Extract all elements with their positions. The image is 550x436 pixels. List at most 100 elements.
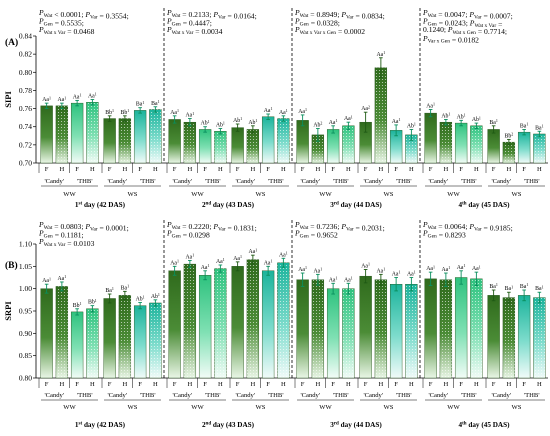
significance-label: Ba1 xyxy=(136,100,144,108)
bar xyxy=(231,127,244,164)
bar-label-fh: F xyxy=(492,381,496,388)
genotype-label: 'THB' xyxy=(333,392,349,399)
significance-label: Aa1 xyxy=(216,257,225,265)
treatment-label: WS xyxy=(128,404,138,411)
significance-label: Aa1 xyxy=(472,264,481,272)
y-tick-label: 1.00 xyxy=(19,284,32,293)
bar-label-fh: F xyxy=(266,381,270,388)
treatment-label: WW xyxy=(63,404,76,411)
treatment-label: WS xyxy=(256,191,266,198)
significance-label: Aa1 xyxy=(42,276,51,284)
y-tick-label: 0.85 xyxy=(19,351,32,360)
bar-label-fh: H xyxy=(443,381,448,388)
significance-label: Aa1 xyxy=(170,108,179,116)
significance-label: Aa1 xyxy=(376,267,385,275)
bar-label-fh: F xyxy=(266,166,270,173)
genotype-label: 'Candy' xyxy=(235,178,255,185)
bar-label-fh: H xyxy=(281,381,286,388)
genotype-label: 'Candy' xyxy=(300,178,320,185)
genotype-label: 'Candy' xyxy=(363,178,383,185)
p-value-text: PVar x Gen = 0.0182 xyxy=(422,34,479,45)
p-value-text: PWat < 0.0001; PVar = 0.3554; xyxy=(38,8,129,21)
bar-label-fh: F xyxy=(301,381,305,388)
p-value-text: PWat = 0.0064; PVar = 0.9185; xyxy=(422,220,513,233)
bar-hatch xyxy=(311,279,324,378)
bar-label-fh: F xyxy=(522,166,526,173)
bar-label-fh: F xyxy=(364,166,368,173)
genotype-label: 'Candy' xyxy=(44,392,64,399)
genotype-label: 'THB' xyxy=(396,178,412,185)
p-value-text: PGen = 0.5535; xyxy=(38,17,84,28)
bar-hatch xyxy=(342,125,355,163)
p-value-text: PWat = 0.7236; PVar = 0.2031; xyxy=(294,220,385,233)
p-value-text: PGen = 0.0298 xyxy=(166,229,210,240)
bar xyxy=(454,122,468,164)
bar-label-fh: F xyxy=(492,166,496,173)
y-tick-label: 0.74 xyxy=(19,122,32,131)
genotype-label: 'THB' xyxy=(333,178,349,185)
bar-hatch xyxy=(342,288,355,378)
bar-label-fh: F xyxy=(394,166,398,173)
bar xyxy=(487,295,500,379)
bar-label-fh: F xyxy=(236,166,240,173)
bar-hatch xyxy=(277,262,290,378)
significance-label: Bb2 xyxy=(504,132,513,140)
p-value-text: PWat x Var x Gen = 0.0002 xyxy=(294,25,365,36)
bar-label-fh: F xyxy=(364,381,368,388)
bar xyxy=(70,102,84,164)
bar-hatch xyxy=(277,118,290,163)
bar-label-fh: H xyxy=(281,166,286,173)
genotype-label: 'THB' xyxy=(268,392,284,399)
bar-label-fh: H xyxy=(537,381,542,388)
y-tick-label: 0.84 xyxy=(19,32,32,41)
bar xyxy=(517,131,531,164)
bar-hatch xyxy=(439,279,452,378)
treatment-label: WS xyxy=(512,404,522,411)
bar-hatch xyxy=(311,134,324,163)
significance-label: Ba1 xyxy=(520,282,528,290)
y-tick-label: 0.80 xyxy=(19,374,32,383)
genotype-label: 'Candy' xyxy=(107,178,127,185)
significance-label: Aa1 xyxy=(264,106,273,114)
bar xyxy=(424,278,437,379)
bar-label-fh: H xyxy=(346,381,351,388)
significance-label: Aa1 xyxy=(313,267,322,275)
bar-hatch xyxy=(439,122,452,163)
bar-label-fh: F xyxy=(203,166,207,173)
bar-hatch xyxy=(502,297,515,378)
bar-label-fh: H xyxy=(409,381,414,388)
significance-label: Aa1 xyxy=(201,263,210,271)
significance-label: Bb1 xyxy=(120,108,129,116)
significance-label: Aa1 xyxy=(298,265,307,273)
bar-label-fh: H xyxy=(443,166,448,173)
genotype-label: 'Candy' xyxy=(491,392,511,399)
bar-label-fh: F xyxy=(173,166,177,173)
p-value-text: PGen = 0.4447; xyxy=(166,17,212,28)
bar-label-fh: F xyxy=(75,381,79,388)
genotype-label: 'THB' xyxy=(205,178,221,185)
panel-label: (A) xyxy=(5,37,18,48)
significance-label: Aa1 xyxy=(329,118,338,126)
day-label: 3rd day (44 DAS) xyxy=(330,201,382,209)
bar xyxy=(424,112,437,164)
bar xyxy=(261,270,275,379)
y-tick-label: 0.80 xyxy=(19,68,32,77)
y-tick-label: 0.82 xyxy=(19,50,32,59)
bar-label-fh: H xyxy=(59,166,64,173)
treatment-label: WW xyxy=(319,191,332,198)
genotype-label: 'Candy' xyxy=(107,392,127,399)
significance-label: Bb1 xyxy=(73,301,82,309)
bar-hatch xyxy=(55,105,68,163)
bar-label-fh: F xyxy=(203,381,207,388)
bar xyxy=(40,288,53,379)
bar xyxy=(103,118,116,164)
significance-label: Ba1 xyxy=(505,284,513,292)
y-tick-label: 0.76 xyxy=(19,104,32,113)
bar-label-fh: H xyxy=(187,381,192,388)
p-value-text: PWat = 0.2220; PVar = 0.1831; xyxy=(166,220,257,233)
bar-label-fh: F xyxy=(45,166,49,173)
p-value-text: PWat x Var = 0.0034 xyxy=(166,25,223,36)
significance-label: Aa1 xyxy=(233,254,242,262)
p-value-text: PGen = 0.9652 xyxy=(294,229,338,240)
